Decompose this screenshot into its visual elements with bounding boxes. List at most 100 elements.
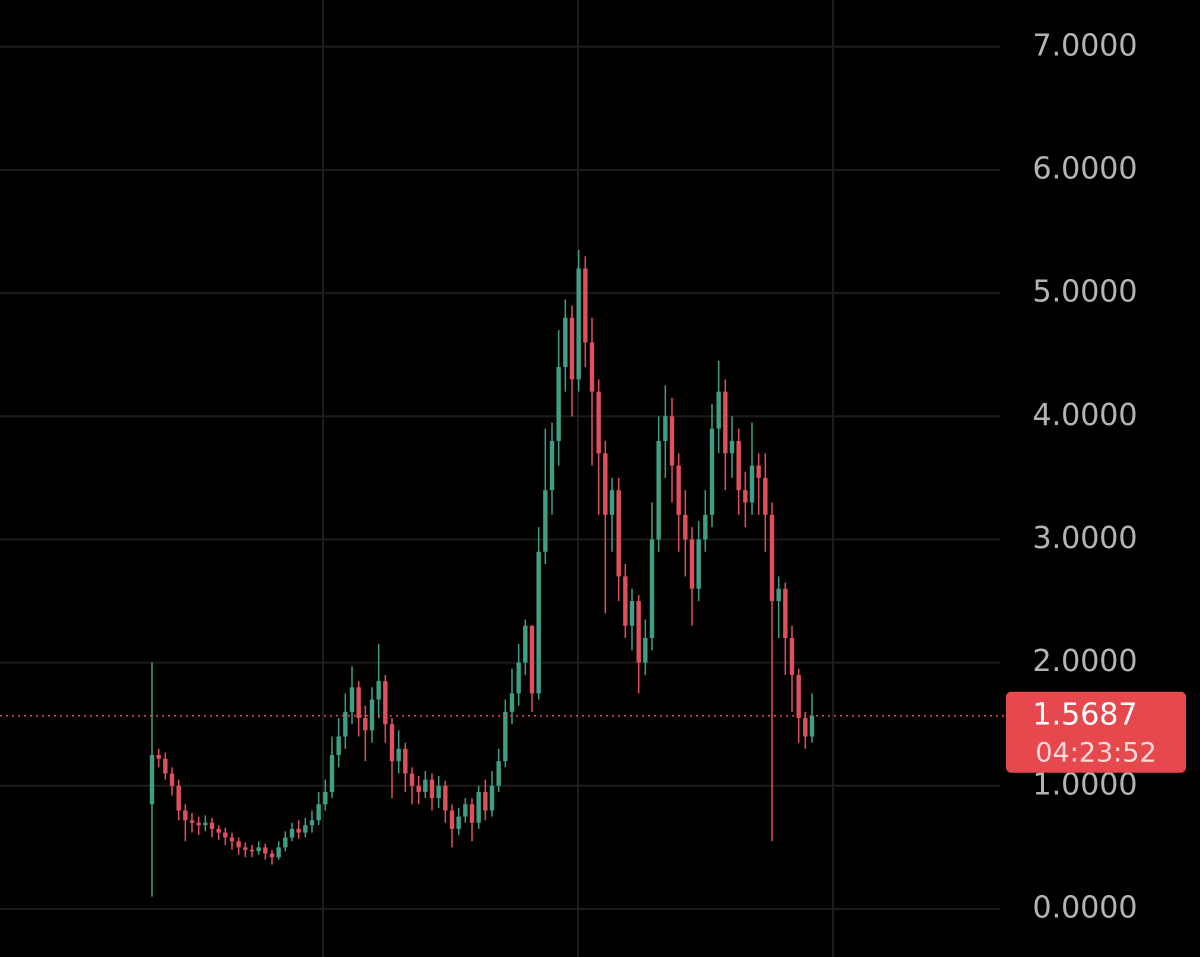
candle-body (349, 687, 355, 712)
candle-body (783, 588, 788, 638)
candle-body (643, 638, 648, 663)
candle-body (656, 440, 661, 540)
y-tick-label: 1.0000 (1033, 767, 1138, 802)
candle-body (363, 718, 368, 731)
candle-body (229, 837, 235, 842)
candle-body (163, 758, 168, 774)
candle-body (616, 490, 621, 577)
candle-body (576, 268, 581, 380)
y-tick-label: 4.0000 (1033, 398, 1138, 433)
candle-body (443, 785, 448, 811)
candle-body (189, 820, 195, 823)
candle-body (149, 755, 155, 805)
candle-body (369, 699, 375, 731)
y-tick-label: 3.0000 (1033, 521, 1138, 556)
candle-body (236, 841, 241, 848)
candle-body (703, 514, 708, 540)
candle-body (503, 711, 508, 762)
candle-body (743, 490, 748, 503)
candle-body (256, 847, 261, 852)
candle-body (596, 391, 601, 454)
candle-body (176, 785, 181, 811)
price-overlay: 1.5687 04:23:52 (0, 691, 1186, 773)
candle-body (736, 440, 741, 491)
candle-body (796, 674, 801, 719)
candle-body (476, 791, 481, 823)
candle-body (403, 748, 408, 774)
y-tick-label: 6.0000 (1033, 151, 1138, 186)
candles (149, 250, 815, 897)
candle-body (356, 687, 361, 719)
y-tick-label: 2.0000 (1033, 644, 1138, 679)
candle-body (516, 662, 521, 694)
countdown-label: 04:23:52 (1035, 737, 1156, 768)
candle-body (769, 514, 775, 602)
candle-body (776, 588, 781, 602)
candle-body (276, 847, 281, 858)
candle-body (309, 820, 315, 826)
candle-body (449, 810, 455, 829)
candle-body (629, 601, 635, 626)
candle-body (649, 539, 655, 638)
candle-body (483, 791, 488, 811)
candle-body (623, 576, 628, 626)
candle-body (636, 601, 641, 663)
candle-body (336, 736, 341, 756)
candle-body (423, 779, 428, 792)
grid: 0.0000 1.0000 2.0000 3.0000 4.0000 5.0000 6.00… (0, 28, 1137, 925)
candle-body (716, 391, 721, 429)
candle-body (809, 715, 815, 737)
candle-body (463, 804, 468, 817)
candle-body (563, 317, 568, 368)
candle-body (709, 428, 715, 515)
candle-body (396, 748, 401, 762)
last-price-label: 1.5687 (1033, 697, 1138, 732)
candle-body (663, 416, 668, 441)
candle-body (689, 539, 695, 589)
candle-body (249, 849, 255, 852)
candle-body (723, 391, 728, 454)
candle-body (376, 681, 381, 700)
candle-body (603, 453, 608, 515)
candle-body (409, 773, 415, 786)
candle-body (763, 477, 768, 515)
candle-body (216, 828, 221, 833)
candle-body (329, 755, 335, 792)
candle-body (169, 773, 175, 786)
candle-body (609, 490, 615, 515)
candle-body (496, 761, 501, 786)
candle-body (589, 342, 595, 392)
candle-body (683, 514, 688, 540)
y-tick-label: 0.0000 (1033, 890, 1138, 925)
candle-body (676, 465, 681, 515)
candle-body (343, 711, 348, 737)
candle-body (509, 693, 515, 712)
candle-body (156, 755, 161, 759)
candle-body (469, 804, 475, 823)
candle-body (789, 638, 795, 675)
candle-body (323, 791, 328, 805)
candle-body (289, 828, 295, 838)
candle-body (209, 822, 215, 829)
candle-body (263, 847, 268, 854)
candle-body (429, 779, 435, 799)
y-tick-label: 7.0000 (1033, 28, 1138, 63)
candle-body (489, 785, 495, 811)
candle-body (389, 724, 395, 762)
candle-body (296, 828, 301, 833)
candle-body (729, 440, 735, 454)
candle-body (316, 804, 321, 821)
candle-body (569, 317, 575, 380)
candle-body (749, 465, 755, 503)
candle-body (203, 822, 208, 826)
candle-body (283, 837, 288, 848)
candle-body (669, 416, 675, 466)
candle-body (803, 718, 808, 737)
candle-body (269, 853, 275, 858)
candle-body (583, 268, 588, 343)
candle-body (549, 440, 555, 491)
candle-body (696, 539, 701, 589)
candle-body (529, 625, 535, 694)
